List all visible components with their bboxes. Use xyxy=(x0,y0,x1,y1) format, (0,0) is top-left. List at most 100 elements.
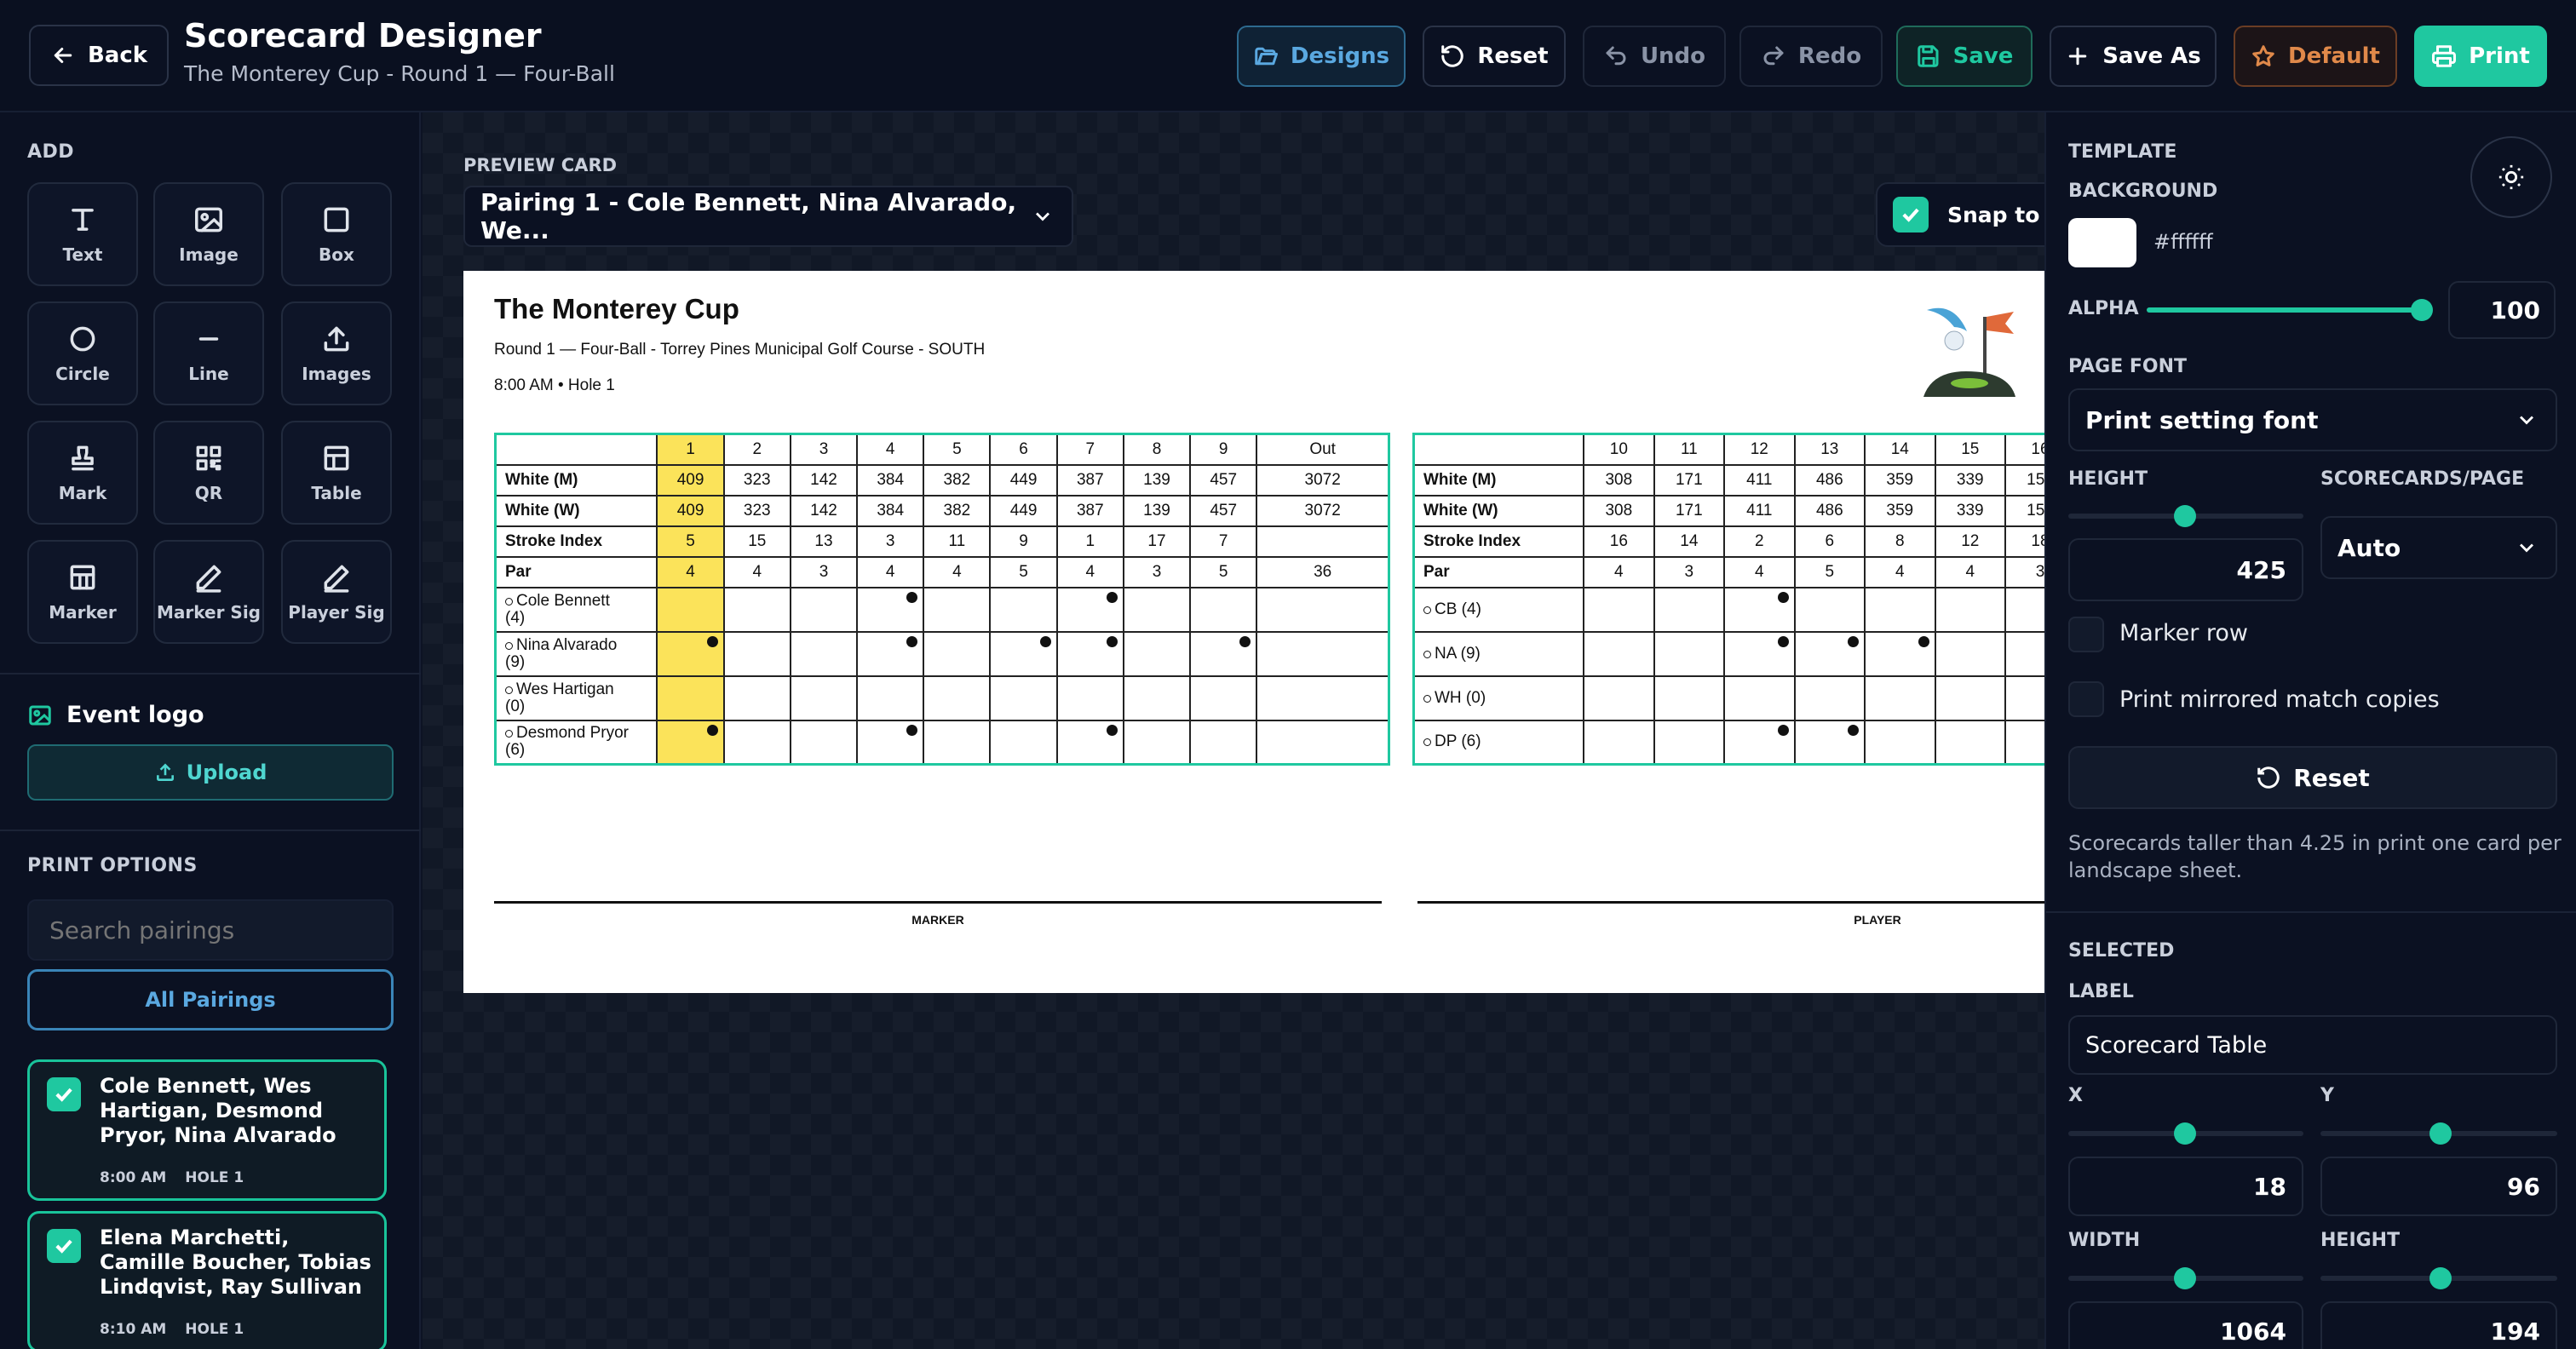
height-input[interactable]: 425 xyxy=(2068,538,2303,601)
score-cell[interactable] xyxy=(856,719,925,766)
element-height-slider[interactable] xyxy=(2320,1267,2557,1289)
snap-to-grid-toggle[interactable]: Snap to g xyxy=(1876,182,2063,247)
score-cell[interactable] xyxy=(989,586,1058,633)
score-cell[interactable] xyxy=(656,586,725,633)
score-cell[interactable] xyxy=(1122,630,1192,677)
score-cell[interactable] xyxy=(1256,674,1390,721)
score-cell[interactable] xyxy=(1864,630,1936,677)
element-height-input[interactable]: 194 xyxy=(2320,1301,2557,1349)
element-label-input[interactable] xyxy=(2068,1015,2557,1075)
background-color-swatch[interactable] xyxy=(2068,218,2136,267)
tool-marker-sig[interactable]: Marker Sig xyxy=(153,540,264,644)
score-cell[interactable] xyxy=(1723,674,1796,721)
score-cell[interactable] xyxy=(1723,630,1796,677)
score-cell[interactable] xyxy=(923,719,992,766)
y-slider-knob[interactable] xyxy=(2429,1122,2452,1145)
player-name-cell[interactable]: Wes Hartigan (0) xyxy=(494,674,658,721)
score-cell[interactable] xyxy=(923,630,992,677)
alpha-slider[interactable] xyxy=(2147,299,2433,321)
tool-marker[interactable]: Marker xyxy=(27,540,138,644)
page-font-select[interactable]: Print setting font xyxy=(2068,388,2557,451)
score-cell[interactable] xyxy=(1934,630,2007,677)
tool-image[interactable]: Image xyxy=(153,182,264,286)
score-cell[interactable] xyxy=(856,630,925,677)
tool-qr[interactable]: QR xyxy=(153,421,264,525)
score-cell[interactable] xyxy=(989,630,1058,677)
score-cell[interactable] xyxy=(1055,630,1124,677)
score-cell[interactable] xyxy=(1122,719,1192,766)
score-cell[interactable] xyxy=(923,586,992,633)
theme-toggle-button[interactable] xyxy=(2470,136,2552,218)
checkbox-checked[interactable] xyxy=(1893,197,1929,232)
score-cell[interactable] xyxy=(1583,586,1655,633)
score-cell[interactable] xyxy=(1934,674,2007,721)
score-cell[interactable] xyxy=(856,674,925,721)
tool-box[interactable]: Box xyxy=(281,182,392,286)
checkbox-checked[interactable] xyxy=(47,1077,81,1111)
score-cell[interactable] xyxy=(789,674,859,721)
tool-circle[interactable]: Circle xyxy=(27,301,138,405)
pairing-select[interactable]: Pairing 1 - Cole Bennett, Nina Alvarado,… xyxy=(463,186,1073,247)
score-cell[interactable] xyxy=(1793,674,1866,721)
save-as-button[interactable]: Save As xyxy=(2050,26,2217,87)
score-cell[interactable] xyxy=(2004,674,2044,721)
player-name-cell[interactable]: Cole Bennett (4) xyxy=(494,586,658,633)
score-cell[interactable] xyxy=(789,586,859,633)
score-cell[interactable] xyxy=(989,674,1058,721)
score-cell[interactable] xyxy=(989,719,1058,766)
score-cell[interactable] xyxy=(1055,674,1124,721)
scorecard-table-front[interactable]: 1 2 3 4 5 6 7 8 9 Out White (M) 409 323 142 384 382 449 3… xyxy=(494,433,1390,766)
score-cell[interactable] xyxy=(1653,586,1726,633)
x-input[interactable]: 18 xyxy=(2068,1157,2303,1216)
player-name-cell[interactable]: Desmond Pryor (6) xyxy=(494,719,658,766)
save-button[interactable]: Save xyxy=(1896,26,2033,87)
search-pairings-input[interactable] xyxy=(27,899,394,961)
redo-button[interactable]: Redo xyxy=(1739,26,1883,87)
score-cell[interactable] xyxy=(1583,719,1655,766)
score-cell[interactable] xyxy=(656,674,725,721)
height-slider-knob[interactable] xyxy=(2174,505,2196,527)
score-cell[interactable] xyxy=(1189,719,1258,766)
x-slider[interactable] xyxy=(2068,1122,2303,1145)
score-cell[interactable] xyxy=(1934,719,2007,766)
score-cell[interactable] xyxy=(722,630,791,677)
width-input[interactable]: 1064 xyxy=(2068,1301,2303,1349)
score-cell[interactable] xyxy=(2004,630,2044,677)
tool-mark[interactable]: Mark xyxy=(27,421,138,525)
player-name-cell[interactable]: CB (4) xyxy=(1412,586,1585,633)
x-slider-knob[interactable] xyxy=(2174,1122,2196,1145)
score-cell[interactable] xyxy=(856,586,925,633)
score-cell[interactable] xyxy=(1864,719,1936,766)
pairing-card[interactable]: Cole Bennett, Wes Hartigan, Desmond Pryo… xyxy=(27,1059,387,1201)
designs-button[interactable]: Designs xyxy=(1237,26,1406,87)
score-cell[interactable] xyxy=(1583,674,1655,721)
score-cell[interactable] xyxy=(1189,586,1258,633)
score-cell[interactable] xyxy=(1583,630,1655,677)
tool-table[interactable]: Table xyxy=(281,421,392,525)
back-button[interactable]: Back xyxy=(29,25,169,86)
score-cell[interactable] xyxy=(1934,586,2007,633)
score-cell[interactable] xyxy=(722,719,791,766)
reset-button[interactable]: Reset xyxy=(1423,26,1566,87)
score-cell[interactable] xyxy=(789,719,859,766)
score-cell[interactable] xyxy=(1189,630,1258,677)
scorecard-preview[interactable]: The Monterey Cup Round 1 — Four-Ball - T… xyxy=(463,271,2044,993)
all-pairings-button[interactable]: All Pairings xyxy=(27,969,394,1030)
score-cell[interactable] xyxy=(656,719,725,766)
template-reset-button[interactable]: Reset xyxy=(2068,746,2557,809)
score-cell[interactable] xyxy=(1122,674,1192,721)
player-name-cell[interactable]: Nina Alvarado (9) xyxy=(494,630,658,677)
element-height-slider-knob[interactable] xyxy=(2429,1267,2452,1289)
marker-row-checkbox[interactable] xyxy=(2068,617,2104,652)
score-cell[interactable] xyxy=(923,674,992,721)
score-cell[interactable] xyxy=(1793,586,1866,633)
print-button[interactable]: Print xyxy=(2414,26,2547,87)
score-cell[interactable] xyxy=(2004,586,2044,633)
y-slider[interactable] xyxy=(2320,1122,2557,1145)
height-slider[interactable] xyxy=(2068,505,2303,527)
player-name-cell[interactable]: NA (9) xyxy=(1412,630,1585,677)
width-slider[interactable] xyxy=(2068,1267,2303,1289)
score-cell[interactable] xyxy=(1256,719,1390,766)
checkbox-checked[interactable] xyxy=(47,1229,81,1263)
score-cell[interactable] xyxy=(1055,719,1124,766)
